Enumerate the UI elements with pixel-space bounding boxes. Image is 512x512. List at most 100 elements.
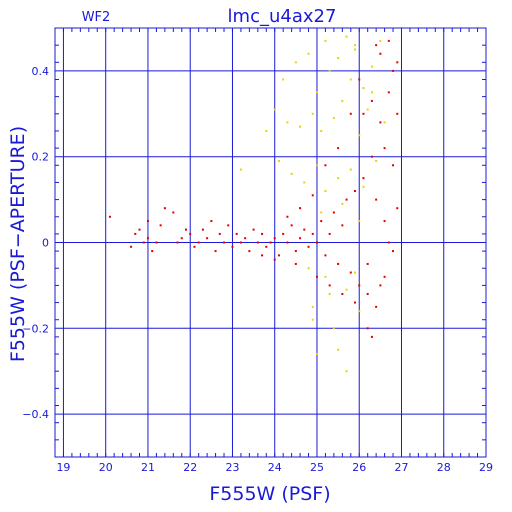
data-point	[256, 241, 259, 244]
data-point	[294, 250, 297, 253]
data-point	[370, 99, 373, 102]
data-point	[235, 232, 238, 235]
data-point	[303, 228, 306, 231]
y-tick-label: −0.2	[22, 322, 49, 335]
data-point	[244, 237, 247, 240]
data-point	[231, 245, 234, 248]
data-point	[218, 232, 221, 235]
data-point	[337, 262, 340, 265]
data-point	[358, 220, 361, 223]
data-point	[294, 262, 297, 265]
data-point	[328, 284, 331, 287]
data-point	[315, 91, 318, 94]
data-point	[392, 164, 395, 167]
data-point	[354, 190, 357, 193]
data-point	[324, 164, 327, 167]
data-point	[307, 267, 310, 270]
x-tick-label: 29	[479, 461, 493, 474]
data-point	[396, 61, 399, 64]
data-point	[358, 310, 361, 313]
data-point	[358, 134, 361, 137]
data-point	[324, 190, 327, 193]
data-point	[366, 327, 369, 330]
data-point	[206, 237, 209, 240]
data-point	[362, 87, 365, 90]
data-point	[155, 241, 158, 244]
data-point	[341, 292, 344, 295]
y-tick-label: 0.2	[32, 151, 50, 164]
data-point	[354, 301, 357, 304]
data-point	[282, 78, 285, 81]
data-point	[341, 202, 344, 205]
data-point	[358, 284, 361, 287]
y-axis-label: F555W (PSF−APERTURE)	[7, 126, 29, 362]
data-points	[108, 35, 399, 373]
x-tick-label: 19	[56, 461, 70, 474]
data-point	[392, 69, 395, 72]
data-point	[320, 211, 323, 214]
data-point	[315, 353, 318, 356]
data-point	[227, 224, 230, 227]
data-point	[286, 121, 289, 124]
data-point	[146, 220, 149, 223]
data-point	[358, 78, 361, 81]
data-point	[349, 112, 352, 115]
data-point	[303, 181, 306, 184]
data-point	[370, 91, 373, 94]
data-point	[307, 52, 310, 55]
y-tick-label: 0	[42, 237, 49, 250]
data-point	[375, 198, 378, 201]
data-point	[387, 91, 390, 94]
data-point	[345, 288, 348, 291]
data-point	[341, 99, 344, 102]
data-point	[189, 232, 192, 235]
data-point	[387, 39, 390, 42]
data-point	[290, 172, 293, 175]
data-point	[286, 215, 289, 218]
x-tick-label: 22	[183, 461, 197, 474]
data-point	[332, 117, 335, 120]
x-tick-label: 26	[352, 461, 366, 474]
data-point	[337, 57, 340, 60]
data-point	[315, 275, 318, 278]
data-point	[315, 241, 318, 244]
data-point	[383, 275, 386, 278]
data-point	[265, 245, 268, 248]
data-point	[299, 207, 302, 210]
x-tick-label: 21	[141, 461, 155, 474]
data-point	[176, 241, 179, 244]
data-point	[269, 241, 272, 244]
data-point	[370, 155, 373, 158]
data-point	[349, 168, 352, 171]
data-point	[324, 275, 327, 278]
data-point	[379, 39, 382, 42]
data-point	[138, 228, 141, 231]
data-point	[362, 185, 365, 188]
data-point	[354, 44, 357, 47]
data-point	[273, 237, 276, 240]
data-point	[163, 207, 166, 210]
data-point	[345, 370, 348, 373]
data-point	[379, 284, 382, 287]
data-point	[320, 220, 323, 223]
data-point	[345, 198, 348, 201]
data-point	[299, 125, 302, 128]
data-point	[265, 129, 268, 132]
data-point	[273, 258, 276, 261]
data-point	[252, 228, 255, 231]
data-point	[290, 224, 293, 227]
data-point	[311, 232, 314, 235]
x-tick-label: 25	[310, 461, 324, 474]
data-point	[328, 69, 331, 72]
x-axis-label: F555W (PSF)	[209, 483, 330, 505]
data-point	[307, 245, 310, 248]
data-point	[362, 112, 365, 115]
data-point	[337, 147, 340, 150]
x-tick-label: 24	[268, 461, 282, 474]
data-point	[239, 241, 242, 244]
data-point	[277, 159, 280, 162]
data-point	[341, 224, 344, 227]
x-tick-label: 27	[394, 461, 408, 474]
data-point	[375, 305, 378, 308]
